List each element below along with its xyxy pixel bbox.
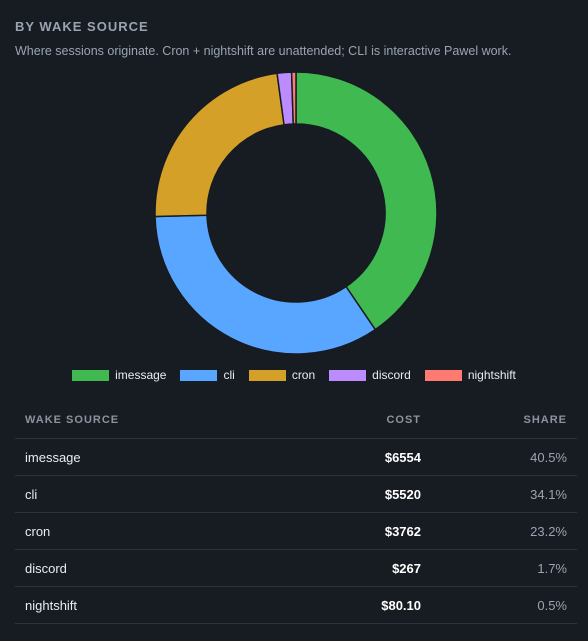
- cell-share: 23.2%: [530, 523, 567, 539]
- legend-item-cron[interactable]: cron: [248, 366, 316, 384]
- legend-label: cron: [291, 368, 316, 382]
- wake-source-table: WAKE SOURCE COST SHARE imessage $6554 40…: [15, 402, 577, 624]
- donut-slice-cron[interactable]: [154, 72, 285, 218]
- legend-label: cli: [223, 368, 235, 382]
- legend-swatch-discord: [329, 369, 367, 381]
- cell-source: nightshift: [25, 597, 78, 613]
- cell-cost: $6554: [384, 449, 421, 465]
- cell-share: 0.5%: [537, 597, 567, 613]
- cell-source: cli: [25, 486, 38, 502]
- legend-item-nightshift[interactable]: nightshift: [424, 366, 516, 384]
- column-header-source[interactable]: WAKE SOURCE: [25, 414, 120, 426]
- column-header-cost[interactable]: COST: [386, 414, 421, 426]
- chart-legend: imessage cli cron discord nightshift: [0, 366, 588, 384]
- donut-chart: [154, 71, 438, 355]
- legend-item-imessage[interactable]: imessage: [72, 366, 166, 384]
- cell-share: 34.1%: [530, 486, 567, 502]
- column-header-share[interactable]: SHARE: [523, 414, 567, 426]
- table-row: imessage $6554 40.5%: [15, 439, 577, 476]
- legend-label: discord: [372, 368, 411, 382]
- table-row: cli $5520 34.1%: [15, 476, 577, 513]
- cell-source: discord: [25, 560, 67, 576]
- cell-share: 40.5%: [530, 449, 567, 465]
- legend-swatch-imessage: [72, 369, 110, 381]
- legend-swatch-cli: [180, 369, 218, 381]
- cell-cost: $5520: [384, 486, 421, 502]
- cell-source: imessage: [25, 449, 81, 465]
- table-row: nightshift $80.10 0.5%: [15, 587, 577, 624]
- donut-slice-imessage[interactable]: [295, 71, 438, 331]
- legend-item-discord[interactable]: discord: [329, 366, 411, 384]
- table-header-row: WAKE SOURCE COST SHARE: [15, 402, 577, 439]
- legend-item-cli[interactable]: cli: [180, 366, 235, 384]
- section-subtitle: Where sessions originate. Cron + nightsh…: [15, 44, 512, 58]
- cell-cost: $3762: [384, 523, 421, 539]
- cell-share: 1.7%: [537, 560, 567, 576]
- table-row: cron $3762 23.2%: [15, 513, 577, 550]
- legend-label: imessage: [115, 368, 167, 382]
- cell-cost: $267: [392, 560, 421, 576]
- section-title: BY WAKE SOURCE: [15, 19, 149, 34]
- table-row: discord $267 1.7%: [15, 550, 577, 587]
- legend-label: nightshift: [467, 368, 516, 382]
- cell-cost: $80.10: [381, 597, 421, 613]
- legend-swatch-cron: [248, 369, 286, 381]
- legend-swatch-nightshift: [424, 369, 462, 381]
- donut-chart-container: [0, 62, 588, 362]
- donut-slice-cli[interactable]: [154, 214, 377, 355]
- donut-slice-nightshift[interactable]: [290, 71, 297, 125]
- cell-source: cron: [25, 523, 51, 539]
